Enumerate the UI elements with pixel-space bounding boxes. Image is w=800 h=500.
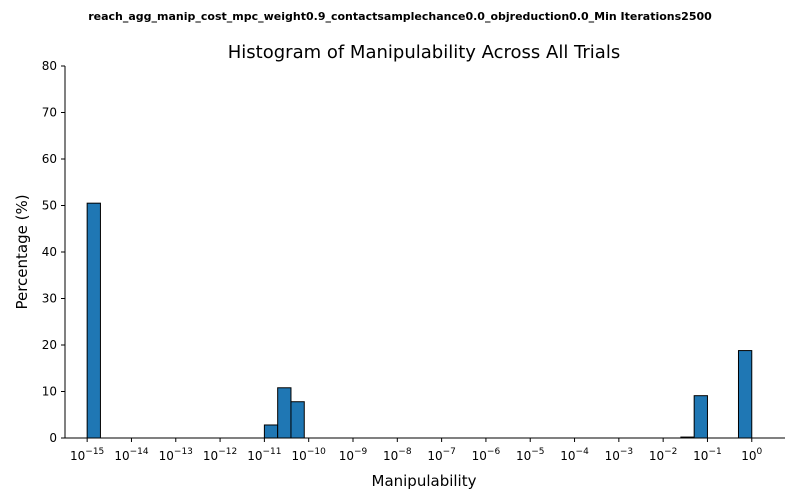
y-axis-label: Percentage (%): [13, 194, 31, 309]
x-tick-label: 10−15: [70, 447, 104, 463]
y-ticks-group: 0 10 20 30 40 50 60 70 80: [42, 59, 65, 445]
y-tick-label: 70: [42, 106, 57, 120]
histogram-bar: [263, 424, 279, 439]
y-tick-label: 40: [42, 245, 57, 259]
x-tick-exponent: −11: [263, 447, 282, 457]
x-tick-base: 10: [383, 449, 398, 463]
x-tick-base: 10: [560, 449, 575, 463]
x-tick-base: 10: [516, 449, 531, 463]
x-tick-exponent: −9: [354, 447, 368, 457]
x-axis-label: Manipulability: [372, 472, 477, 490]
x-tick-base: 10: [339, 449, 354, 463]
y-tick-label: 30: [42, 292, 57, 306]
y-tick-label: 60: [42, 152, 57, 166]
x-tick-base: 10: [292, 449, 307, 463]
x-tick-base: 10: [605, 449, 620, 463]
x-tick-label: 10−1: [693, 447, 722, 463]
x-tick-label: 10−13: [159, 447, 193, 463]
x-tick-exponent: −8: [398, 447, 412, 457]
y-tick-label: 10: [42, 385, 57, 399]
y-tick-label: 20: [42, 338, 57, 352]
x-tick-label: 10−4: [560, 447, 589, 463]
bars-group: [86, 202, 753, 439]
x-tick-base: 10: [693, 449, 708, 463]
x-tick-base: 10: [649, 449, 664, 463]
x-tick-base: 10: [159, 449, 174, 463]
y-tick-label: 80: [42, 59, 57, 73]
x-tick-label: 10−3: [605, 447, 634, 463]
histogram-bar: [737, 350, 753, 439]
chart-suptitle: reach_agg_manip_cost_mpc_weight0.9_conta…: [88, 10, 712, 23]
x-tick-exponent: −3: [620, 447, 633, 457]
x-tick-label: 10−9: [339, 447, 368, 463]
x-tick-label: 10−5: [516, 447, 545, 463]
x-tick-label: 10−14: [114, 447, 149, 463]
x-tick-exponent: −14: [130, 447, 149, 457]
x-tick-base: 10: [114, 449, 129, 463]
x-tick-base: 10: [427, 449, 442, 463]
x-tick-exponent: −12: [218, 447, 237, 457]
x-tick-exponent: −5: [531, 447, 544, 457]
x-tick-label: 10−8: [383, 447, 412, 463]
x-ticks-group: 10−15 10−14 10−13 10−12 10−11 10−10 10−9 10−8 10…: [70, 438, 763, 463]
x-tick-exponent: −15: [85, 447, 104, 457]
histogram-bar: [693, 395, 708, 439]
x-tick-exponent: −6: [487, 447, 501, 457]
x-tick-base: 10: [203, 449, 218, 463]
x-tick-exponent: −10: [307, 447, 326, 457]
x-tick-label: 10−11: [247, 447, 281, 463]
y-tick-label: 0: [49, 431, 57, 445]
y-tick-label: 50: [42, 199, 57, 213]
x-tick-label: 100: [741, 447, 762, 463]
x-tick-base: 10: [247, 449, 262, 463]
x-tick-exponent: 0: [757, 447, 763, 457]
x-tick-label: 10−12: [203, 447, 237, 463]
x-tick-exponent: −2: [664, 447, 677, 457]
x-tick-base: 10: [70, 449, 85, 463]
histogram-bar: [290, 401, 305, 439]
x-tick-base: 10: [472, 449, 487, 463]
x-tick-exponent: −13: [174, 447, 193, 457]
x-tick-label: 10−7: [427, 447, 456, 463]
x-tick-label: 10−2: [649, 447, 678, 463]
x-tick-exponent: −4: [576, 447, 590, 457]
x-tick-label: 10−10: [292, 447, 327, 463]
x-tick-exponent: −1: [708, 447, 721, 457]
chart-title: Histogram of Manipulability Across All T…: [228, 42, 620, 63]
x-tick-exponent: −7: [443, 447, 456, 457]
x-tick-label: 10−6: [472, 447, 501, 463]
x-tick-base: 10: [741, 449, 756, 463]
histogram-bar: [277, 387, 292, 439]
histogram-bar: [86, 202, 101, 439]
